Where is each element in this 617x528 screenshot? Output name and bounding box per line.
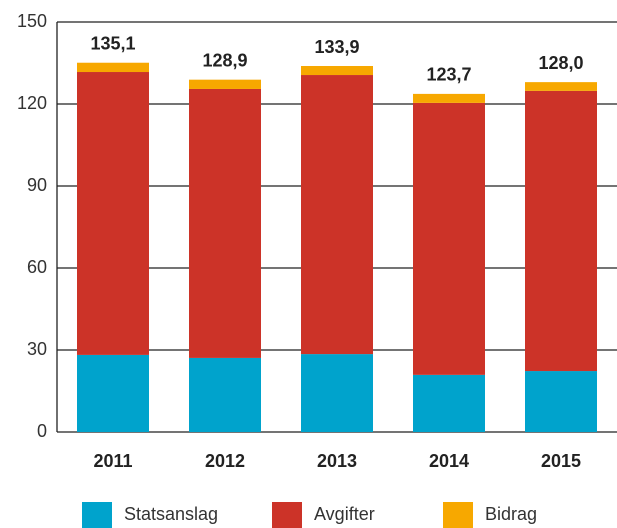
total-label: 135,1: [90, 33, 135, 53]
total-label: 128,9: [202, 50, 247, 70]
x-tick-label: 2013: [317, 451, 357, 471]
y-tick-label: 150: [17, 11, 47, 31]
x-tick-label: 2011: [93, 451, 132, 471]
legend-swatch: [82, 502, 112, 528]
bar-segment: [301, 354, 373, 432]
total-label: 123,7: [426, 65, 471, 85]
total-label: 133,9: [314, 37, 359, 57]
y-tick-label: 0: [37, 421, 47, 441]
y-tick-label: 120: [17, 93, 47, 113]
bar-segment: [189, 357, 261, 432]
bar-segment: [77, 62, 149, 73]
y-tick-label: 60: [27, 257, 47, 277]
bar-segment: [77, 72, 149, 355]
legend-swatch: [272, 502, 302, 528]
y-tick-label: 30: [27, 339, 47, 359]
x-tick-label: 2014: [429, 451, 469, 471]
legend-label: Bidrag: [485, 504, 537, 524]
legend-label: Statsanslag: [124, 504, 218, 524]
legend-label: Avgifter: [314, 504, 375, 524]
bar-segment: [189, 88, 261, 358]
total-label: 128,0: [538, 53, 583, 73]
bar-segment: [77, 354, 149, 432]
bar-segment: [413, 93, 485, 103]
bar-segment: [413, 374, 485, 432]
y-tick-label: 90: [27, 175, 47, 195]
bar-segment: [301, 75, 373, 355]
legend-swatch: [443, 502, 473, 528]
x-tick-label: 2012: [205, 451, 245, 471]
bar-segment: [525, 371, 597, 432]
bar-segment: [189, 79, 261, 89]
bar-segment: [525, 90, 597, 372]
bar-segment: [525, 82, 597, 91]
bar-segment: [301, 66, 373, 76]
bar-segment: [413, 102, 485, 375]
x-tick-label: 2015: [541, 451, 581, 471]
